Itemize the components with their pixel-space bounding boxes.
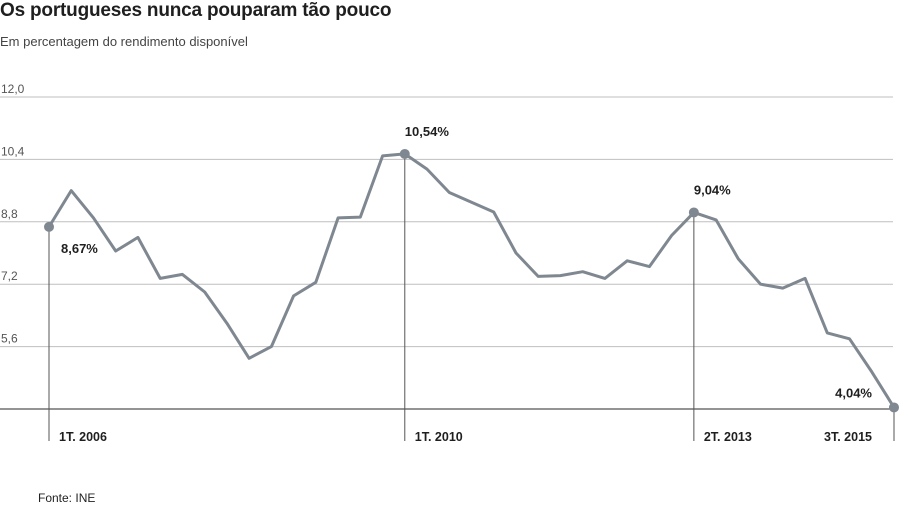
y-tick-label: 10,4: [1, 144, 25, 158]
x-tick-label: 3T. 2015: [824, 430, 872, 444]
line-chart: 12,0 10,4 8,8 7,2 5,6 1T. 2006 1T. 2010 2T. 201…: [0, 82, 899, 444]
y-tick-label: 12,0: [1, 82, 25, 96]
data-label: 4,04%: [835, 385, 872, 400]
chart-title: Os portugueses nunca pouparam tão pouco: [0, 0, 392, 21]
data-label: 9,04%: [694, 182, 731, 197]
source-note: Fonte: INE: [38, 491, 96, 505]
chart-subtitle: Em percentagem do rendimento disponível: [0, 34, 248, 49]
y-tick-label: 7,2: [1, 269, 18, 283]
data-point: [44, 221, 54, 232]
data-point: [399, 148, 410, 159]
y-tick-label: 5,6: [1, 332, 18, 346]
data-label: 10,54%: [405, 124, 450, 139]
y-tick-label: 8,8: [1, 207, 18, 221]
data-point: [889, 402, 899, 413]
x-tick-label: 1T. 2010: [415, 430, 463, 444]
data-label: 8,67%: [61, 241, 98, 256]
x-tick-label: 2T. 2013: [704, 430, 752, 444]
data-point: [688, 207, 699, 218]
series-line: [47, 152, 896, 409]
x-tick-label: 1T. 2006: [59, 430, 107, 444]
